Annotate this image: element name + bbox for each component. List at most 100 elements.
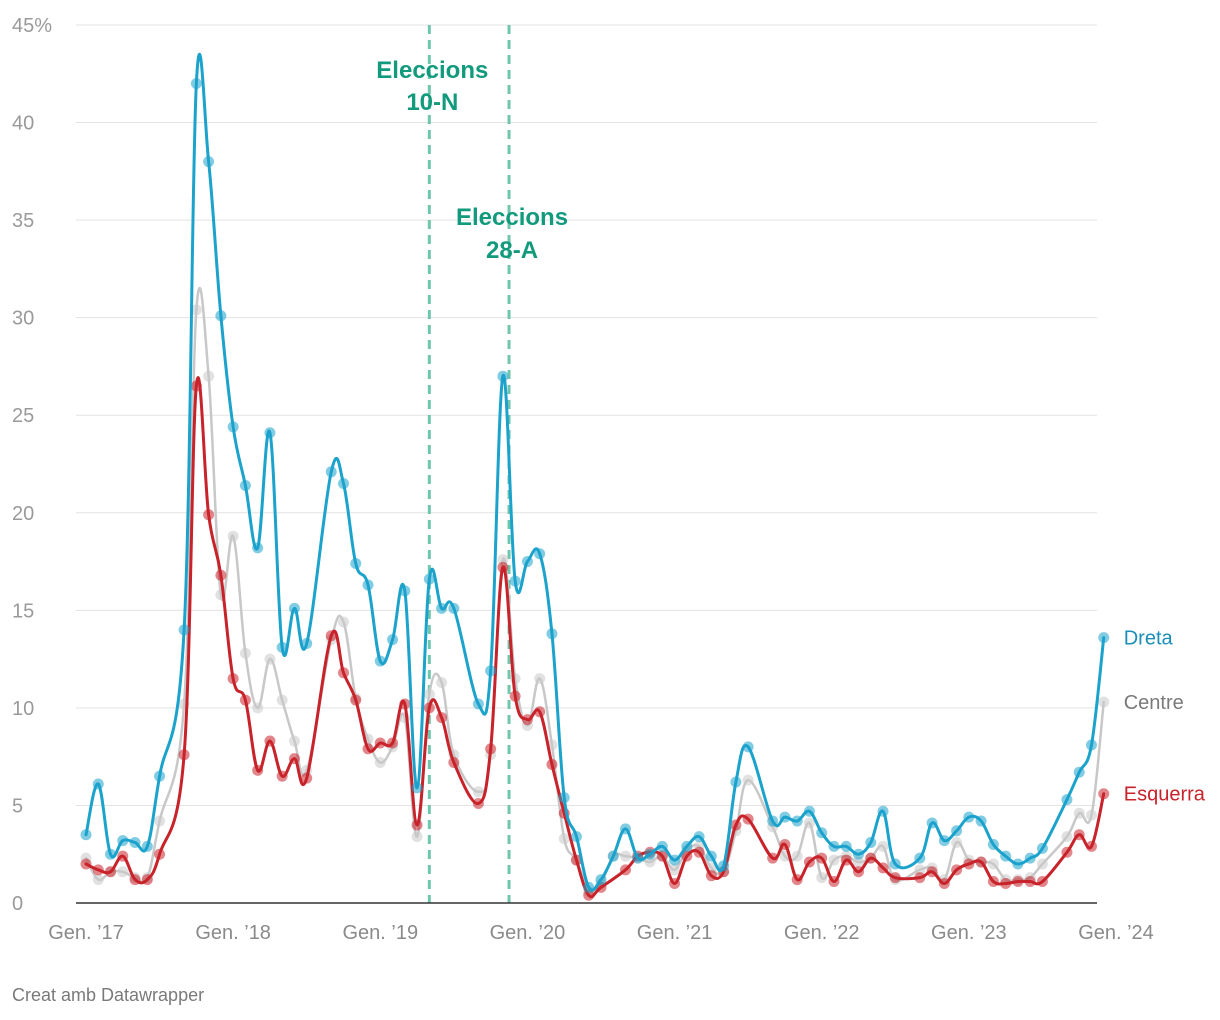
data-point-dreta [1085,739,1097,751]
data-point-esquerra [1061,846,1073,858]
data-point-dreta [975,815,987,827]
data-point-dreta [141,840,153,852]
data-point-dreta [877,805,889,817]
data-point-dreta [190,78,202,90]
data-point-centre [92,874,104,886]
data-point-dreta [681,840,693,852]
data-point-dreta [411,782,423,794]
data-point-dreta [436,602,448,614]
data-point-centre [411,831,423,843]
data-point-centre [264,653,276,665]
data-point-esquerra [1073,829,1085,841]
data-point-esquerra [840,854,852,866]
data-point-esquerra [730,819,742,831]
data-point-esquerra [485,743,497,755]
data-point-esquerra [779,838,791,850]
data-point-dreta [350,558,362,570]
data-point-dreta [963,811,975,823]
data-point-centre [497,554,509,566]
data-point-dreta [423,573,435,585]
y-tick-label: 5 [12,795,23,817]
data-point-esquerra [816,852,828,864]
data-point-centre [227,530,239,542]
data-point-dreta [387,634,399,646]
data-point-esquerra [105,866,117,878]
data-point-esquerra [117,850,129,862]
data-point-esquerra [203,509,215,521]
data-point-esquerra [705,870,717,882]
data-point-dreta [926,817,938,829]
data-point-centre [951,837,963,849]
data-point-centre [509,673,521,685]
data-point-dreta [1061,794,1073,806]
data-point-dreta [325,466,337,478]
data-point-dreta [1000,850,1012,862]
data-point-dreta [1073,766,1085,778]
data-point-esquerra [227,673,239,685]
data-point-esquerra [889,872,901,884]
data-point-esquerra [141,874,153,886]
data-point-dreta [521,556,533,568]
data-point-esquerra [215,569,227,581]
data-point-esquerra [865,852,877,864]
data-point-esquerra [570,854,582,866]
data-point-dreta [129,837,141,849]
data-point-dreta [889,858,901,870]
data-point-esquerra [350,694,362,706]
data-point-dreta [620,823,632,835]
data-point-dreta [203,156,215,168]
data-point-esquerra [1000,877,1012,889]
annotation-label: Eleccions [456,204,568,231]
data-point-dreta [227,421,239,433]
data-point-esquerra [154,848,166,860]
y-tick-label: 20 [12,503,34,525]
data-point-dreta [1024,852,1036,864]
series-group [80,52,1110,901]
data-point-esquerra [1085,840,1097,852]
data-point-dreta [607,850,619,862]
data-point-dreta [362,579,374,591]
series-label-centre: Centre [1124,692,1184,714]
x-tick-label: Gen. ’18 [195,922,271,944]
data-point-esquerra [1036,876,1048,888]
data-point-dreta [472,698,484,710]
data-point-dreta [239,479,251,491]
data-point-dreta [803,805,815,817]
data-point-dreta [448,602,460,614]
data-point-centre [1061,831,1073,843]
series-line-centre [84,286,1105,894]
axes: 0 5 10 15 20 25 30 35 40 45% Gen. ’17 Gen. ’18 Gen. … [12,15,1154,944]
grid-lines [76,24,1097,806]
data-point-dreta [951,825,963,837]
data-point-dreta [767,815,779,827]
data-point-dreta [644,848,656,860]
data-point-esquerra [926,866,938,878]
data-point-dreta [656,840,668,852]
data-point-esquerra [129,874,141,886]
data-point-dreta [828,840,840,852]
y-tick-label: 10 [12,698,34,720]
data-point-dreta [632,852,644,864]
data-point-centre [190,304,202,316]
data-point-esquerra [1098,788,1110,800]
data-point-esquerra [681,850,693,862]
y-tick-label: 30 [12,308,34,330]
data-point-esquerra [853,866,864,878]
data-point-centre [853,856,864,868]
data-point-centre [816,872,828,884]
data-point-esquerra [288,753,300,765]
data-point-esquerra [1012,876,1024,888]
data-point-centre [338,616,349,628]
x-tick-label: Gen. ’19 [342,922,418,944]
annotation-label: Eleccions [376,57,488,84]
election-annotation-lines: Eleccions 10-N Eleccions 28-A [376,25,568,903]
data-point-centre [791,850,803,862]
x-tick-label: Gen. ’23 [931,922,1007,944]
data-point-esquerra [693,846,705,858]
data-point-dreta [1098,632,1110,644]
data-point-esquerra [92,864,104,876]
y-tick-label: 0 [12,893,23,915]
data-point-esquerra [803,856,815,868]
data-point-esquerra [423,702,435,714]
data-point-esquerra [497,561,509,573]
